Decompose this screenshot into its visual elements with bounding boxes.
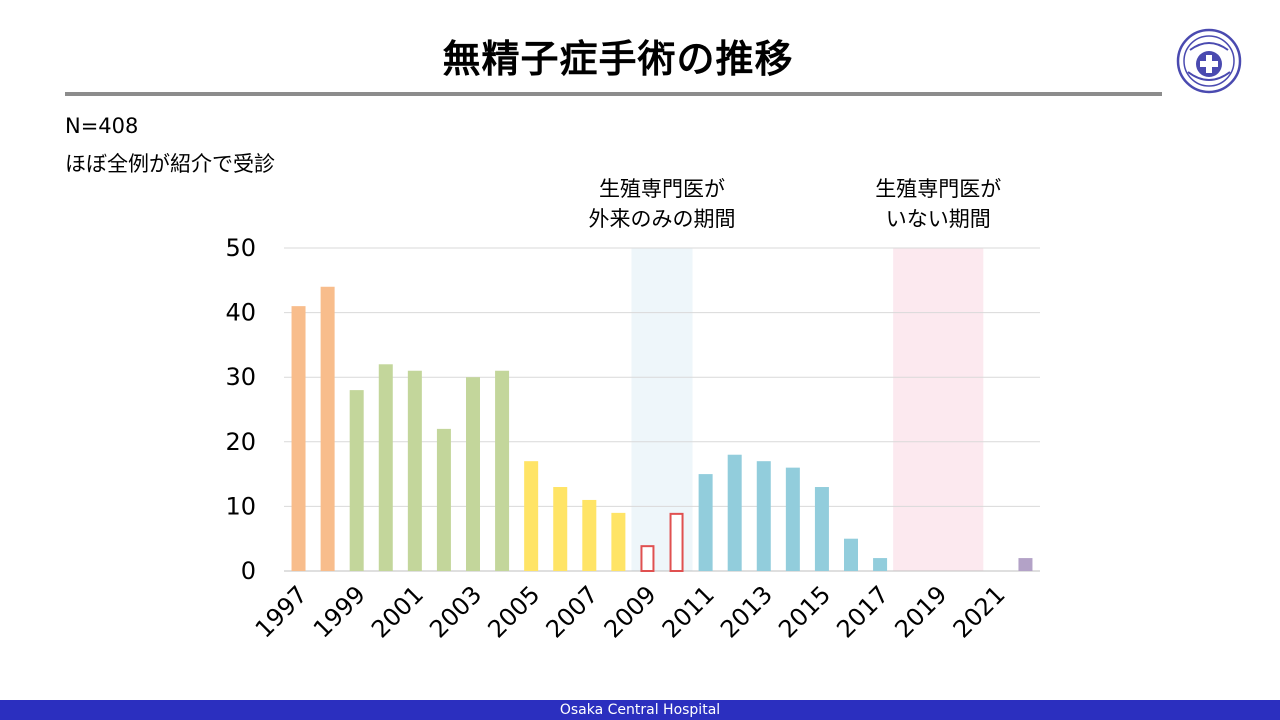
bar-1999 [349, 390, 364, 571]
bar-2010 [669, 512, 684, 572]
bar-2016 [844, 538, 858, 571]
band-label-0-1: 外来のみの期間 [589, 207, 736, 231]
x-tick-label: 2021 [948, 580, 1011, 643]
bar-2009 [640, 545, 655, 572]
y-tick-label: 0 [241, 557, 256, 585]
bar-2008 [611, 512, 626, 571]
x-tick-label: 2005 [482, 580, 545, 643]
y-tick-label: 50 [225, 234, 256, 262]
bars [291, 286, 1033, 572]
referral-note: ほぼ全例が紹介で受診 [65, 152, 275, 176]
x-tick-label: 2003 [424, 580, 487, 643]
bar-2000 [378, 364, 393, 571]
bar-2005 [524, 461, 539, 571]
bar-2006 [553, 487, 568, 571]
x-tick-label: 2009 [599, 580, 662, 643]
title-divider [65, 92, 1162, 96]
band-label-0-0: 生殖専門医が [599, 177, 725, 201]
bar-2007 [582, 499, 597, 571]
y-tick-label: 30 [225, 363, 256, 391]
bar-2014 [785, 467, 800, 571]
y-tick-label: 40 [225, 299, 256, 327]
bar-2003 [466, 377, 480, 571]
sample-size-note: N=408 [65, 114, 139, 138]
bar-1998 [320, 286, 335, 571]
surgery-bar-chart: 0 10 20 30 40 50 1997199920012003200520072009… [225, 177, 1040, 643]
y-tick-label: 20 [225, 428, 256, 456]
x-tick-label: 2013 [715, 580, 778, 643]
bar-2015 [814, 487, 829, 571]
bar-1997 [291, 306, 306, 571]
x-axis-ticks: 1997199920012003200520072009201120132015… [250, 580, 1011, 643]
y-axis-ticks: 0 10 20 30 40 50 [225, 234, 256, 585]
band-label-1-1: いない期間 [886, 207, 991, 231]
page-title: 無精子症手術の推移 [442, 37, 794, 81]
footer-bar: Osaka Central Hospital [0, 700, 1280, 720]
bar-2022 [1018, 558, 1033, 571]
x-tick-label: 2001 [366, 580, 429, 643]
y-tick-label: 10 [225, 492, 256, 520]
bar-2002 [436, 428, 451, 571]
x-tick-label: 1997 [250, 580, 313, 643]
x-tick-label: 2007 [541, 580, 604, 643]
x-tick-label: 2011 [657, 580, 720, 643]
bar-2011 [698, 474, 713, 571]
bar-2001 [407, 370, 422, 571]
x-tick-label: 1999 [308, 580, 371, 643]
x-tick-label: 2017 [831, 580, 894, 643]
band-label-1-0: 生殖専門医が [875, 177, 1001, 201]
hospital-logo-icon [1176, 28, 1242, 94]
bar-2004 [495, 370, 510, 571]
period-band-1 [893, 248, 984, 571]
x-tick-label: 2019 [889, 580, 952, 643]
bar-2012 [727, 454, 742, 571]
x-tick-label: 2015 [773, 580, 836, 643]
bar-2017 [873, 558, 888, 571]
bar-2013 [756, 461, 771, 571]
period-bands [631, 248, 984, 571]
